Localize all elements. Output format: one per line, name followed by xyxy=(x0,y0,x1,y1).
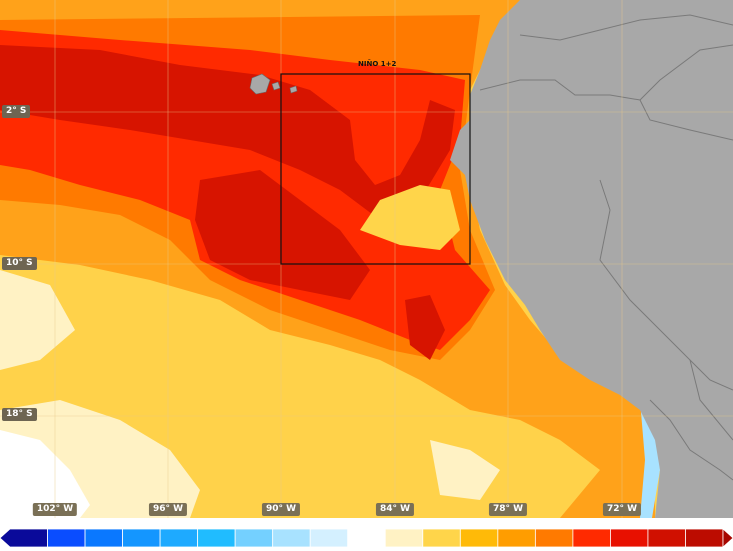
latitude-label-10s: 10° S xyxy=(2,257,37,270)
longitude-label-72w: 72° W xyxy=(602,503,642,516)
sst-darkred-zone xyxy=(0,45,455,240)
colorbar-swatch-6 xyxy=(197,528,236,548)
longitude-label-90w: 90° W xyxy=(261,503,301,516)
nino-1-2-label: NIÑO 1+2 xyxy=(358,60,397,68)
sst-white-zone xyxy=(0,430,90,518)
colorbar-swatch-0 xyxy=(0,528,48,548)
longitude-label-96w: 96° W xyxy=(148,503,188,516)
latitude-label-2s: 2° S xyxy=(2,105,31,118)
sst-anomaly-map: NIÑO 1+2 2° S 10° S 18° S 102° W 96° W 9… xyxy=(0,0,733,518)
colorbar-swatch-12 xyxy=(422,528,461,548)
galapagos-islands xyxy=(249,73,298,95)
longitude-label-78w: 78° W xyxy=(488,503,528,516)
colorbar-swatch-20 xyxy=(722,528,733,548)
south-america-land xyxy=(450,0,733,518)
colorbar-swatch-4 xyxy=(122,528,161,548)
colorbar-swatch-16 xyxy=(572,528,611,548)
colorbar-swatch-3 xyxy=(84,528,123,548)
colorbar-swatch-10 xyxy=(347,528,386,548)
colorbar-swatch-9 xyxy=(309,528,349,548)
colorbar-swatch-14 xyxy=(497,528,536,548)
colorbar-swatch-17 xyxy=(610,528,649,548)
colorbar-swatch-5 xyxy=(159,528,199,548)
map-canvas xyxy=(0,0,733,518)
colorbar-swatch-18 xyxy=(647,528,686,548)
nino-1-2-region-box xyxy=(280,73,471,265)
colorbar-swatch-11 xyxy=(384,528,424,548)
sst-darkred-patch-2 xyxy=(405,295,445,360)
colorbar-swatch-8 xyxy=(272,528,311,548)
colorbar-swatch-13 xyxy=(459,528,499,548)
color-scale-bar xyxy=(0,528,733,548)
sst-pale-zone xyxy=(0,270,75,370)
sst-pale-coastal xyxy=(430,440,500,500)
longitude-label-102w: 102° W xyxy=(32,503,78,516)
colorbar-swatch-15 xyxy=(534,528,574,548)
latitude-label-18s: 18° S xyxy=(2,408,37,421)
country-borders xyxy=(479,14,733,481)
sst-darkred-patch xyxy=(195,170,370,300)
colorbar-swatch-2 xyxy=(47,528,86,548)
longitude-label-84w: 84° W xyxy=(375,503,415,516)
sst-coastal-yellow xyxy=(360,185,460,250)
colorbar-swatch-19 xyxy=(685,528,724,548)
colorbar-swatch-7 xyxy=(234,528,274,548)
